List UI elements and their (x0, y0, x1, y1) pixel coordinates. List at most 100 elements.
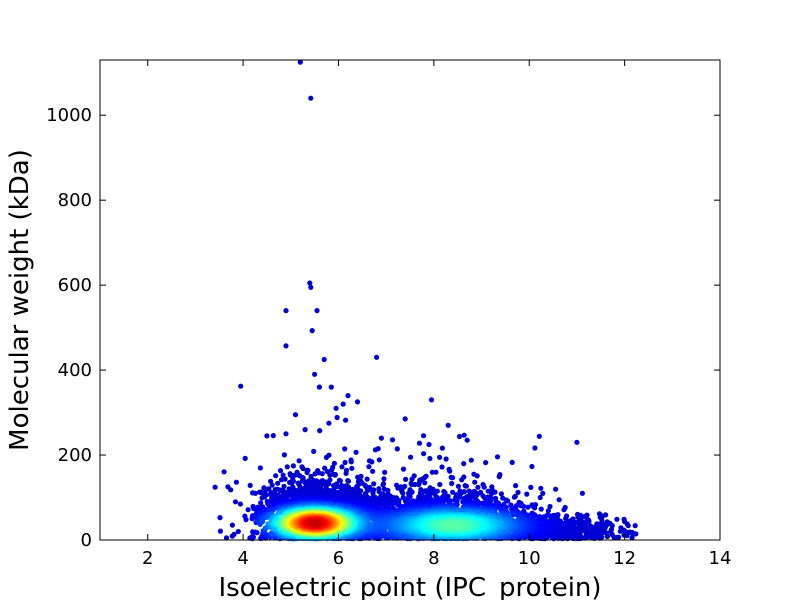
data-point (353, 449, 359, 455)
data-point (264, 514, 270, 520)
data-point (439, 464, 445, 470)
data-point (382, 469, 388, 475)
data-point (459, 477, 465, 483)
data-point (584, 516, 590, 522)
data-point (340, 401, 346, 407)
data-point (364, 476, 370, 482)
data-point (481, 494, 487, 500)
data-point (264, 433, 270, 439)
data-point (374, 354, 380, 360)
data-point (249, 516, 255, 522)
data-point (475, 484, 481, 490)
data-point (536, 433, 542, 439)
data-point (556, 497, 562, 503)
data-point (378, 435, 384, 441)
data-point (528, 484, 534, 490)
data-point (283, 431, 289, 437)
data-point (307, 280, 313, 286)
data-point (308, 95, 314, 101)
data-point (252, 490, 259, 496)
data-point (270, 507, 276, 513)
data-point (217, 515, 223, 521)
data-point (331, 460, 337, 466)
data-point (212, 484, 218, 490)
data-point (505, 498, 511, 504)
data-point (237, 501, 243, 507)
data-point (334, 414, 340, 421)
data-point (494, 454, 501, 460)
data-point (349, 465, 355, 471)
data-point (517, 503, 524, 509)
data-point (269, 482, 275, 488)
data-point (354, 399, 361, 405)
data-point (348, 459, 354, 465)
data-point (233, 479, 239, 485)
data-point (412, 481, 418, 488)
data-point (217, 528, 223, 534)
data-point (443, 456, 449, 462)
data-point (242, 455, 248, 461)
data-point (437, 481, 443, 488)
data-point (516, 522, 522, 528)
data-point (574, 439, 580, 445)
data-point (449, 522, 455, 528)
data-point (421, 451, 427, 457)
data-point (395, 485, 401, 491)
data-point (316, 384, 322, 390)
data-point (408, 454, 414, 460)
data-point (323, 454, 330, 460)
data-point (351, 489, 357, 495)
data-point (483, 460, 489, 466)
data-point (247, 482, 253, 488)
data-point (328, 384, 334, 390)
data-point (447, 468, 453, 474)
data-point (433, 469, 439, 475)
data-point (275, 480, 281, 486)
data-point (258, 500, 264, 506)
data-point (345, 393, 351, 399)
data-point (450, 475, 456, 481)
data-point (538, 485, 544, 491)
data-point (371, 481, 377, 487)
data-point (561, 507, 567, 513)
data-point (381, 476, 387, 482)
data-point (515, 489, 521, 495)
data-point (409, 476, 415, 482)
data-point (457, 494, 463, 500)
data-point (317, 428, 323, 434)
data-point (223, 535, 230, 541)
data-point (532, 505, 538, 511)
data-point (342, 446, 348, 452)
data-point (509, 459, 515, 465)
data-point (284, 464, 290, 470)
data-point (370, 490, 376, 496)
data-point (292, 412, 299, 418)
data-point (326, 420, 332, 426)
data-point (540, 490, 546, 496)
data-point (319, 471, 325, 477)
data-point (463, 483, 469, 489)
data-point (547, 503, 553, 510)
data-point (376, 457, 382, 463)
data-point (280, 472, 286, 478)
data-point (400, 466, 407, 472)
data-point (529, 463, 535, 470)
data-point (461, 461, 467, 467)
data-point (283, 343, 289, 349)
data-point (300, 465, 306, 472)
data-point (297, 59, 303, 65)
data-point (481, 484, 487, 490)
data-point (314, 308, 320, 314)
data-point (474, 473, 480, 479)
data-point (372, 447, 378, 453)
data-point (472, 479, 478, 485)
data-point (394, 446, 400, 452)
data-point (278, 477, 285, 483)
data-point (422, 480, 428, 486)
data-point (221, 469, 227, 475)
data-point (525, 504, 531, 510)
data-point (272, 525, 278, 531)
data-point (270, 433, 276, 439)
data-point (289, 480, 295, 486)
data-point (369, 459, 375, 465)
